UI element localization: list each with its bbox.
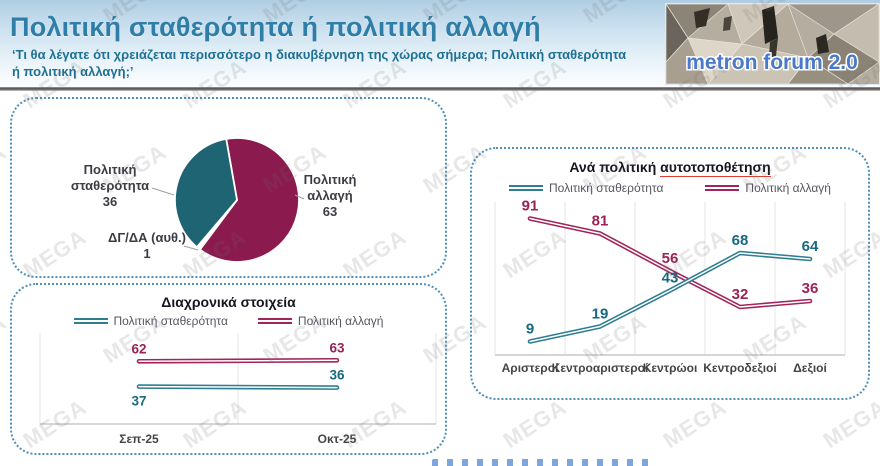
category-label: Κεντρώοι (643, 361, 698, 375)
timeseries-legend: Πολιτική σταθερότητα Πολιτική αλλαγή (12, 314, 445, 328)
mega-watermark: MEGA (658, 394, 731, 454)
legend-label: Πολιτική σταθερότητα (113, 314, 228, 328)
stability-line-marker (509, 185, 544, 191)
data-label: 56 (662, 250, 679, 267)
bottom-cutoff-marks (432, 459, 657, 466)
category-label: Οκτ-25 (318, 432, 357, 446)
category-label: Κεντροδεξιοί (703, 361, 776, 375)
change-line-marker (257, 318, 292, 324)
category-label: Αριστεροί (502, 361, 559, 375)
data-label: 62 (131, 341, 146, 356)
legend-label: Πολιτική σταθερότητα (549, 181, 664, 195)
change-line-marker (705, 185, 740, 191)
self-placement-chart: 9 19 43 68 64 91 81 56 32 36 ΑριστεροίΚεντροαριστε… (494, 198, 846, 375)
self-placement-panel: Ανά πολιτική αυτοτοποθέτηση Πολιτική στα… (470, 147, 870, 400)
data-label: 9 (526, 321, 534, 338)
pie-panel: Πολιτική αλλαγή 63 ΔΓ/ΔΑ (αυθ.) 1 Πολιτική στα… (10, 97, 447, 278)
category-label: Δεξιοί (793, 361, 827, 375)
category-label: Σεπ-25 (119, 432, 159, 446)
title-prefix: Ανά πολιτική (569, 159, 657, 175)
logo-mosaic-graphic: metron forum 2.0 (666, 4, 879, 84)
header-separator (0, 87, 880, 91)
pie-slice-label: Πολιτική αλλαγή 63 (304, 172, 357, 219)
legend-item-stability: Πολιτική σταθερότητα (509, 181, 663, 195)
timeseries-panel: Διαχρονικά στοιχεία Πολιτική σταθερότητα… (10, 283, 447, 455)
data-label: 63 (329, 340, 345, 355)
legend-item-change: Πολιτική αλλαγή (705, 181, 831, 195)
mega-watermark: MEGA (818, 394, 880, 454)
metron-forum-logo: metron forum 2.0 (665, 3, 880, 85)
data-label: 91 (522, 198, 539, 215)
timeseries-title: Διαχρονικά στοιχεία (161, 294, 296, 310)
self-placement-legend: Πολιτική σταθερότητα Πολιτική αλλαγή (472, 181, 868, 195)
category-label: Κεντροαριστεροί (552, 361, 649, 375)
bottom-cutoff-logos (432, 459, 657, 466)
data-label: 19 (592, 306, 609, 323)
legend-label: Πολιτική αλλαγή (297, 314, 384, 328)
mega-watermark: MEGA (498, 394, 571, 454)
data-label: 37 (131, 394, 146, 409)
data-label: 36 (329, 368, 345, 383)
title-underlined: αυτοτοποθέτηση (660, 159, 771, 177)
logo-text: metron forum 2.0 (686, 51, 858, 74)
data-label: 32 (732, 286, 749, 303)
page-title: Πολιτική σταθερότητα ή πολιτική αλλαγή (10, 12, 541, 42)
data-label: 64 (802, 238, 819, 255)
legend-label: Πολιτική αλλαγή (745, 181, 831, 195)
pie-slice-label: ΔΓ/ΔΑ (αυθ.) 1 (108, 230, 186, 261)
data-label: 36 (802, 280, 819, 297)
pie-slice-label: Πολιτική σταθερότητα 36 (71, 162, 149, 209)
pie-chart: Πολιτική αλλαγή 63 ΔΓ/ΔΑ (αυθ.) 1 Πολιτική στα… (71, 137, 357, 263)
data-label: 81 (592, 213, 609, 230)
data-label: 68 (732, 232, 749, 249)
data-label: 43 (662, 270, 679, 287)
self-placement-title: Ανά πολιτική αυτοτοποθέτηση (472, 159, 868, 177)
page-subtitle: ‘Τι θα λέγατε ότι χρειάζεται περισσότερο… (12, 47, 627, 79)
legend-item-stability: Πολιτική σταθερότητα (73, 314, 228, 328)
timeseries-chart: 37 36 62 63 Σεπ-25 Οκτ-25 (39, 333, 437, 446)
stability-line-marker (73, 318, 108, 324)
legend-item-change: Πολιτική αλλαγή (257, 314, 384, 328)
